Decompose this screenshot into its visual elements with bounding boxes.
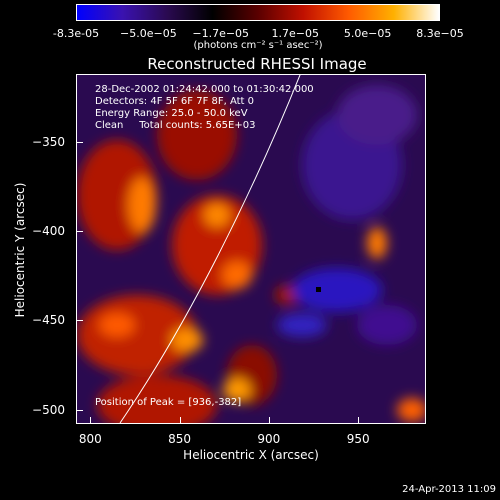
x-axis-label: Heliocentric X (arcsec) <box>183 448 319 462</box>
info-time-range: 28-Dec-2002 01:24:42.000 to 01:30:42.000 <box>95 84 314 95</box>
info-energy-range: Energy Range: 25.0 - 50.0 keV <box>95 108 248 119</box>
x-tick-mark <box>179 417 181 423</box>
x-tick-mark <box>90 417 92 423</box>
y-tick-label: −450 <box>32 313 65 328</box>
y-tick-label: −500 <box>32 402 65 417</box>
info-clean-counts: Clean Total counts: 5.65E+03 <box>95 120 256 131</box>
colorbar-units: (photons cm⁻² s⁻¹ asec⁻²) <box>193 40 323 51</box>
solar-image <box>77 75 425 423</box>
y-tick-mark <box>77 141 83 143</box>
y-tick-label: −350 <box>32 134 65 149</box>
y-tick-mark <box>77 409 83 411</box>
x-tick-label: 950 <box>346 432 370 446</box>
peak-position-text: Position of Peak = [936,-382] <box>95 397 242 408</box>
x-tick-label: 800 <box>78 432 102 446</box>
timestamp: 24-Apr-2013 11:09 <box>402 484 496 495</box>
colorbar <box>76 4 440 21</box>
solar-image-plot <box>76 74 426 424</box>
y-tick-mark <box>77 231 83 233</box>
x-tick-label: 900 <box>257 432 281 446</box>
y-tick-label: −400 <box>32 224 65 239</box>
peak-marker <box>316 287 321 292</box>
x-tick-mark <box>358 417 360 423</box>
image-title: Reconstructed RHESSI Image <box>147 55 367 73</box>
x-tick-mark <box>268 417 270 423</box>
colorbar-tick-label: 8.3e−05 <box>416 27 464 40</box>
colorbar-tick-label: −1.7e−05 <box>192 27 250 40</box>
colorbar-tick-label: −5.0e−05 <box>120 27 177 40</box>
x-tick-label: 850 <box>168 432 192 446</box>
y-axis-label: Heliocentric Y (arcsec) <box>13 182 27 318</box>
colorbar-tick-label: -8.3e-05 <box>52 27 100 40</box>
colorbar-tick-label: 5.0e−05 <box>343 27 392 40</box>
solar-limb-line <box>119 75 301 423</box>
y-tick-mark <box>77 320 83 322</box>
info-detectors: Detectors: 4F 5F 6F 7F 8F, Att 0 <box>95 96 255 107</box>
colorbar-tick-label: 1.7e−05 <box>271 27 320 40</box>
